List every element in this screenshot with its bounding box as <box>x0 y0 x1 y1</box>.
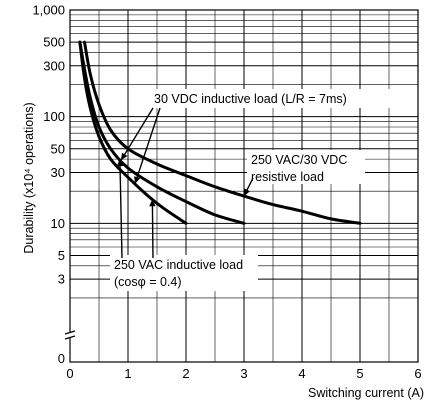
x-axis-title: Switching current (A) <box>308 386 424 400</box>
y-tick-label: 50 <box>51 141 65 156</box>
x-tick-label: 2 <box>182 366 189 381</box>
y-tick-label: 3 <box>58 272 65 287</box>
arrowhead <box>134 176 141 184</box>
y-tick-label: 5 <box>58 248 65 263</box>
x-tick-label: 0 <box>66 366 73 381</box>
curve-250vac-inductive <box>78 40 188 225</box>
x-tick-label: 4 <box>298 366 305 381</box>
annotation-label: 250 VAC inductive load (cosφ = 0.4) <box>110 255 258 291</box>
y-tick-label: 10 <box>51 216 65 231</box>
x-tick-label: 6 <box>414 366 421 381</box>
grid <box>64 9 419 363</box>
y-tick-label: 30 <box>51 165 65 180</box>
annotation-label: 250 VAC/30 VDC resistive load <box>247 150 365 184</box>
annotation-text: (cosφ = 0.4) <box>114 275 182 289</box>
y-tick-label: 300 <box>43 58 65 73</box>
y-tick-label: 100 <box>43 109 65 124</box>
annotation-text: resistive load <box>251 170 324 184</box>
annotation-text: 30 VDC inductive load (L/R = 7ms) <box>154 92 347 106</box>
annotations: 30 VDC inductive load (L/R = 7ms) 250 VAC… <box>110 89 394 291</box>
arrowhead <box>244 188 250 197</box>
tick-labels: 3 5 10 30 50 100 300 500 1,000 00 1 2 3 4 5 6 <box>32 3 421 382</box>
y-tick-label: 1,000 <box>32 3 65 18</box>
x-tick-label: 3 <box>240 366 247 381</box>
arrowhead <box>149 199 156 207</box>
arrowhead <box>116 159 124 167</box>
curves <box>78 40 362 225</box>
x-tick-label: 5 <box>356 366 363 381</box>
x-tick-label: 1 <box>124 366 131 381</box>
y-axis-title: Durability (x10⁴ operations) <box>22 102 36 253</box>
axis-break-mark <box>64 330 76 340</box>
leader-line <box>151 199 154 259</box>
curve-30vdc-inductive <box>78 40 246 225</box>
annotation-text: 250 VAC/30 VDC <box>251 153 347 167</box>
leader-line <box>119 159 123 259</box>
annotation-text: 250 VAC inductive load <box>114 258 243 272</box>
arrowhead <box>121 152 128 161</box>
annotation-label: 30 VDC inductive load (L/R = 7ms) <box>150 89 394 108</box>
y-tick-label: 500 <box>43 35 65 50</box>
leader-line <box>134 107 161 185</box>
y-tick-label: 0 <box>58 351 65 366</box>
leader-line <box>120 107 154 161</box>
curve-resistive <box>83 40 362 225</box>
